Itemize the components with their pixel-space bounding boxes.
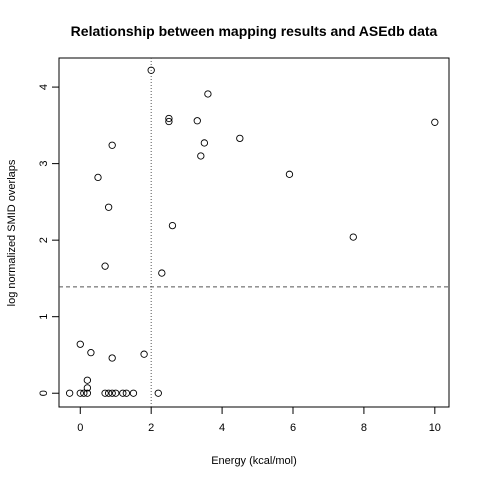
y-axis: 0 1 2 3 4 — [38, 84, 59, 396]
data-point — [147, 66, 155, 74]
data-point — [76, 340, 84, 348]
x-tick-label: 2 — [148, 422, 154, 434]
data-point — [236, 134, 244, 143]
data-point — [168, 221, 177, 230]
x-tick-label: 0 — [77, 422, 83, 434]
y-tick-label: 3 — [38, 161, 50, 167]
data-point — [83, 376, 92, 384]
data-point — [108, 354, 116, 362]
data-points — [65, 66, 439, 397]
x-tick-label: 10 — [429, 422, 441, 434]
data-point — [76, 389, 84, 397]
data-point — [204, 90, 212, 98]
data-point — [154, 389, 162, 397]
data-point — [112, 389, 120, 397]
data-point — [285, 170, 294, 178]
data-point — [200, 139, 209, 147]
data-point — [108, 389, 116, 397]
y-axis-label: log normalized SMID overlaps — [6, 159, 18, 306]
data-point — [65, 389, 74, 397]
data-point — [83, 389, 92, 397]
x-tick-label: 4 — [219, 422, 225, 434]
data-point — [104, 203, 113, 211]
x-axis-label: Energy (kcal/mol) — [211, 455, 297, 467]
data-point — [87, 349, 95, 357]
data-point — [101, 262, 109, 270]
data-point — [119, 389, 127, 397]
data-point — [197, 152, 205, 160]
y-tick-label: 4 — [38, 84, 50, 90]
y-tick-label: 2 — [38, 237, 50, 243]
y-tick-label: 0 — [38, 390, 50, 396]
data-point — [165, 117, 173, 126]
data-point — [193, 117, 201, 125]
data-point — [165, 114, 173, 123]
chart-title: Relationship between mapping results and… — [71, 23, 438, 39]
data-point — [104, 389, 113, 397]
data-point — [431, 118, 439, 126]
x-tick-label: 8 — [361, 422, 367, 434]
data-point — [158, 269, 166, 277]
data-point — [108, 141, 116, 149]
data-point — [140, 350, 148, 358]
data-point — [129, 389, 138, 397]
data-point — [101, 389, 109, 397]
data-point — [83, 384, 92, 392]
data-point — [80, 389, 88, 397]
x-tick-label: 6 — [290, 422, 296, 434]
data-point — [94, 173, 102, 182]
y-tick-label: 1 — [38, 314, 50, 320]
data-point — [122, 389, 131, 397]
data-point — [349, 233, 357, 241]
plot-frame — [58, 57, 450, 408]
x-axis: 0 2 4 6 8 10 — [77, 407, 441, 434]
